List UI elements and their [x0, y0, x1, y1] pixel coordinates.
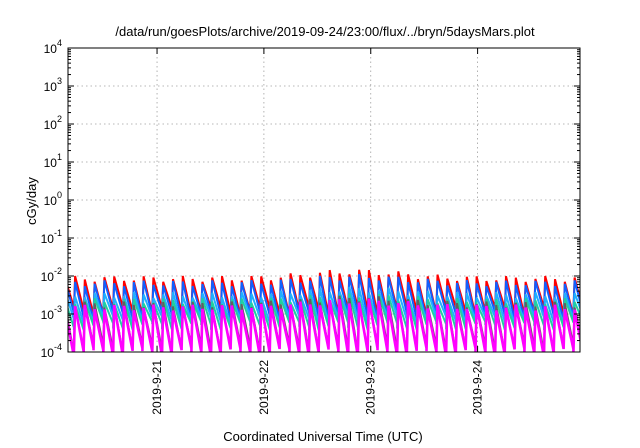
series-group [68, 269, 580, 352]
plot-frame [67, 47, 581, 353]
y-tick-label: 10-4 [41, 342, 62, 360]
chart-title: /data/run/goesPlots/archive/2019-09-24/2… [115, 24, 535, 39]
x-tick-label: 2019-9-24 [471, 360, 485, 415]
y-tick-label: 102 [44, 114, 62, 132]
y-tick-label: 10-3 [41, 304, 62, 322]
x-axis-label: Coordinated Universal Time (UTC) [223, 429, 422, 444]
y-tick-label: 101 [44, 152, 62, 170]
y-tick-label: 10-2 [41, 266, 62, 284]
x-tick-label: 2019-9-21 [150, 360, 164, 415]
axes: 10-4 10-3 10-2 10-1 100 101 102 103 104 2019-9-21… [41, 38, 581, 415]
y-tick-label: 103 [44, 76, 62, 94]
y-tick-label: 104 [44, 38, 62, 56]
y-tick-label: 100 [44, 190, 62, 208]
x-tick-label: 2019-9-23 [364, 360, 378, 415]
x-tick-label: 2019-9-22 [257, 360, 271, 415]
series-line [68, 298, 580, 352]
y-axis-label: cGy/day [24, 177, 39, 225]
y-tick-label: 10-1 [41, 228, 62, 246]
